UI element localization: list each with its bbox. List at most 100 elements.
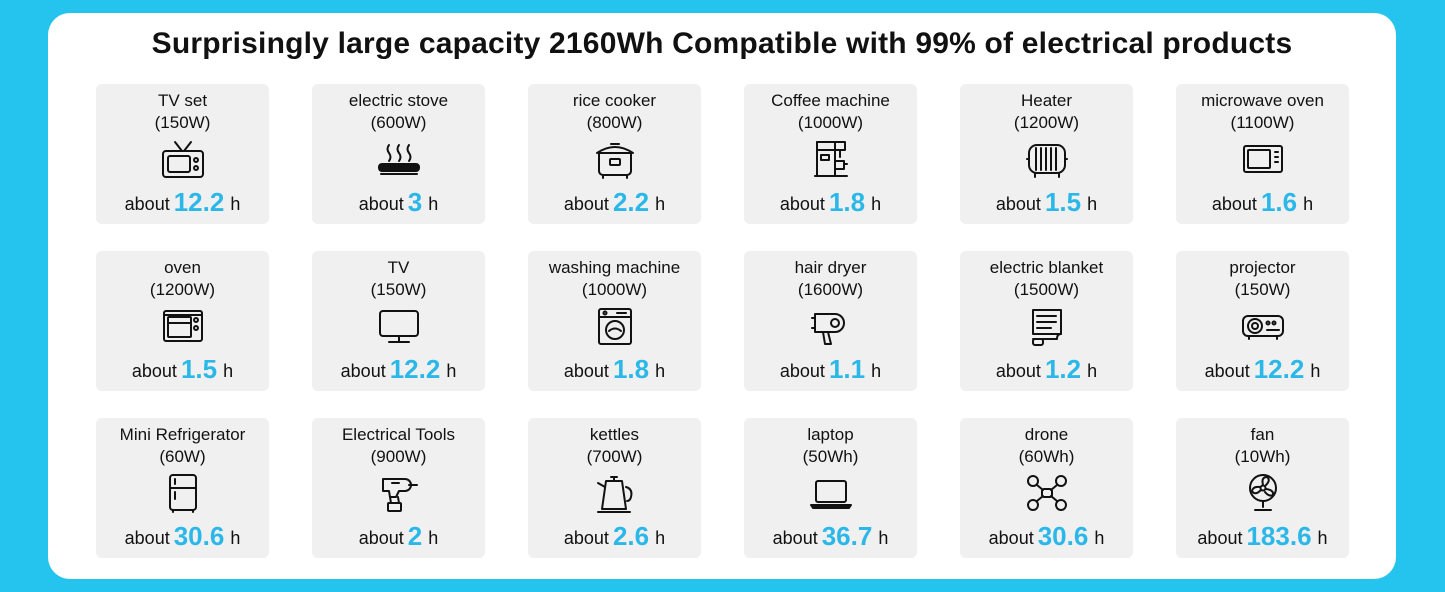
runtime: about 12.2 h <box>1176 354 1349 386</box>
device-grid: TV set (150W) about 12.2 h electric stove (600… <box>96 84 1349 558</box>
runtime-hours: 3 <box>407 187 423 217</box>
device-wattage: (150W) <box>1234 280 1291 299</box>
runtime-prefix: about <box>124 194 170 214</box>
device-name: TV <box>387 258 410 277</box>
device-wattage: (10Wh) <box>1234 447 1291 466</box>
runtime: about 1.6 h <box>1176 187 1349 219</box>
runtime-hours: 1.8 <box>612 354 650 384</box>
runtime-unit: h <box>655 361 666 381</box>
runtime-unit: h <box>655 194 666 214</box>
runtime-prefix: about <box>563 528 609 548</box>
runtime-unit: h <box>871 194 882 214</box>
device-card-coffee-machine: Coffee machine (1000W) about 1.8 h <box>744 84 917 224</box>
device-card-microwave-oven: microwave oven (1100W) about 1.6 h <box>1176 84 1349 224</box>
runtime-hours: 2.2 <box>612 187 650 217</box>
device-wattage: (150W) <box>154 113 211 132</box>
electric-blanket-icon <box>1025 306 1069 346</box>
fan-icon <box>1241 473 1285 513</box>
device-name: Coffee machine <box>771 91 890 110</box>
runtime-unit: h <box>446 361 457 381</box>
runtime-unit: h <box>1094 528 1105 548</box>
runtime: about 1.5 h <box>960 187 1133 219</box>
device-name: TV set <box>157 91 208 110</box>
runtime: about 30.6 h <box>96 521 269 553</box>
runtime: about 12.2 h <box>96 187 269 219</box>
device-name: Heater <box>1020 91 1073 110</box>
runtime-unit: h <box>655 528 666 548</box>
retro-tv-icon <box>161 139 205 179</box>
runtime-prefix: about <box>563 361 609 381</box>
runtime: about 1.2 h <box>960 354 1133 386</box>
device-wattage: (1000W) <box>581 280 648 299</box>
runtime-unit: h <box>1303 194 1314 214</box>
device-wattage: (60W) <box>159 447 206 466</box>
power-drill-icon <box>377 473 421 513</box>
runtime-prefix: about <box>779 194 825 214</box>
device-wattage: (1600W) <box>797 280 864 299</box>
runtime-prefix: about <box>124 528 170 548</box>
device-name: hair dryer <box>794 258 867 277</box>
runtime: about 1.1 h <box>744 354 917 386</box>
device-wattage: (700W) <box>586 447 643 466</box>
runtime-hours: 2.6 <box>612 521 650 551</box>
device-name: Electrical Tools <box>341 425 456 444</box>
runtime-prefix: about <box>995 194 1041 214</box>
runtime-unit: h <box>1087 361 1098 381</box>
rice-cooker-icon <box>593 139 637 179</box>
device-card-tv: TV (150W) about 12.2 h <box>312 251 485 391</box>
device-card-heater: Heater (1200W) about 1.5 h <box>960 84 1133 224</box>
device-name: rice cooker <box>572 91 657 110</box>
runtime-prefix: about <box>1197 528 1243 548</box>
runtime-hours: 30.6 <box>173 521 225 551</box>
runtime-unit: h <box>230 194 241 214</box>
device-name: electric stove <box>348 91 449 110</box>
kettle-icon <box>593 473 637 513</box>
coffee-machine-icon <box>809 139 853 179</box>
runtime-unit: h <box>1087 194 1098 214</box>
device-name: microwave oven <box>1201 91 1324 110</box>
runtime-unit: h <box>223 361 234 381</box>
runtime-unit: h <box>428 528 439 548</box>
runtime-unit: h <box>428 194 439 214</box>
runtime-hours: 183.6 <box>1246 521 1312 551</box>
runtime: about 36.7 h <box>744 521 917 553</box>
device-name: washing machine <box>548 258 681 277</box>
runtime-hours: 2 <box>407 521 423 551</box>
runtime-hours: 1.2 <box>1044 354 1082 384</box>
runtime-unit: h <box>878 528 889 548</box>
runtime: about 3 h <box>312 187 485 219</box>
stove-icon <box>377 139 421 179</box>
device-card-fan: fan (10Wh) about 183.6 h <box>1176 418 1349 558</box>
runtime-prefix: about <box>131 361 177 381</box>
hair-dryer-icon <box>809 306 853 346</box>
device-card-electrical-tools: Electrical Tools (900W) about 2 h <box>312 418 485 558</box>
monitor-tv-icon <box>377 306 421 346</box>
runtime-prefix: about <box>779 361 825 381</box>
runtime-hours: 12.2 <box>1253 354 1305 384</box>
device-name: fan <box>1250 425 1275 444</box>
runtime: about 1.8 h <box>528 354 701 386</box>
device-wattage: (50Wh) <box>802 447 859 466</box>
device-wattage: (150W) <box>370 280 427 299</box>
main-panel: Surprisingly large capacity 2160Wh Compa… <box>48 13 1396 579</box>
runtime-prefix: about <box>988 528 1034 548</box>
runtime-hours: 12.2 <box>173 187 225 217</box>
oven-icon <box>161 306 205 346</box>
washing-machine-icon <box>593 306 637 346</box>
runtime-hours: 1.6 <box>1260 187 1298 217</box>
device-wattage: (600W) <box>370 113 427 132</box>
device-card-electric-blanket: electric blanket (1500W) about 1.2 h <box>960 251 1133 391</box>
refrigerator-icon <box>161 473 205 513</box>
runtime-prefix: about <box>563 194 609 214</box>
device-card-hair-dryer: hair dryer (1600W) about 1.1 h <box>744 251 917 391</box>
drone-icon <box>1025 473 1069 513</box>
heater-icon <box>1025 139 1069 179</box>
device-name: projector <box>1229 258 1296 277</box>
device-card-washing-machine: washing machine (1000W) about 1.8 h <box>528 251 701 391</box>
device-card-rice-cooker: rice cooker (800W) about 2.2 h <box>528 84 701 224</box>
device-wattage: (900W) <box>370 447 427 466</box>
runtime: about 30.6 h <box>960 521 1133 553</box>
device-name: drone <box>1024 425 1069 444</box>
runtime-prefix: about <box>358 528 404 548</box>
device-card-tv-set: TV set (150W) about 12.2 h <box>96 84 269 224</box>
